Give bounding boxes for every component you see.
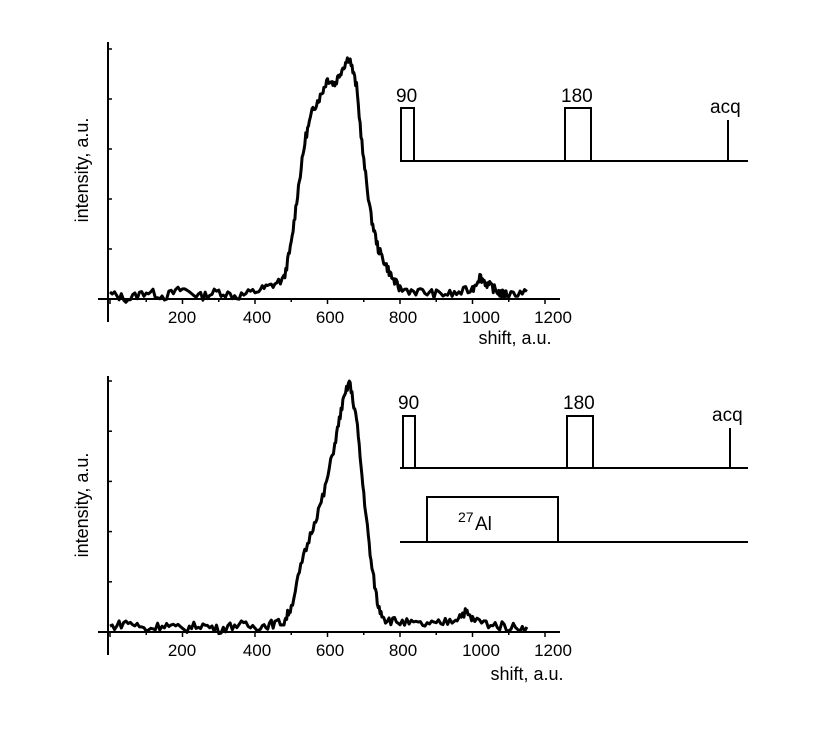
- top-y-axis-title: intensity, a.u.: [72, 118, 92, 223]
- bottom-pulse-90: [402, 415, 416, 469]
- bottom-tick-label: 1000: [462, 641, 500, 660]
- bottom-label-90: 90: [398, 393, 419, 414]
- top-x-axis-title: shift, a.u.: [478, 328, 551, 348]
- decoupling-label-element: Al: [475, 514, 492, 535]
- top-x-ticks: [108, 48, 546, 304]
- top-tick-label: 1200: [534, 308, 572, 327]
- top-tick-label: 1000: [462, 308, 500, 327]
- bottom-y-axis-title: intensity, a.u.: [72, 453, 92, 558]
- bottom-series-line: [109, 379, 529, 636]
- top-pulse-90: [400, 107, 415, 162]
- top-tick-label: 200: [168, 308, 196, 327]
- bottom-x-ticks: [108, 380, 546, 637]
- bottom-tick-label: 1200: [534, 641, 572, 660]
- bottom-panel: 200 400 600 800 1000 1200 shift, a.u. in…: [72, 376, 748, 684]
- bottom-pulse-180: [566, 415, 594, 469]
- top-pulse-180: [564, 107, 592, 162]
- bottom-tick-label: 400: [243, 641, 271, 660]
- top-x-tick-labels: 200 400 600 800 1000 1200: [168, 308, 572, 327]
- top-tick-label: 800: [389, 308, 417, 327]
- decoupling-pulse: [426, 496, 559, 543]
- bottom-label-180: 180: [563, 393, 595, 414]
- bottom-tick-label: 200: [168, 641, 196, 660]
- top-panel: 200 400 600 800 1000 1200 shift, a.u. in…: [72, 42, 748, 348]
- top-label-180: 180: [561, 86, 593, 107]
- bottom-x-tick-labels: 200 400 600 800 1000 1200: [168, 641, 572, 660]
- bottom-label-acq: acq: [712, 405, 743, 426]
- bottom-x-axis-title: shift, a.u.: [490, 664, 563, 684]
- decoupling-label-mass: 27: [458, 509, 474, 525]
- top-tick-label: 600: [316, 308, 344, 327]
- top-pulse-sequence: 90 180 acq: [396, 86, 748, 162]
- bottom-tick-label: 600: [316, 641, 344, 660]
- top-series-line: [109, 56, 528, 304]
- bottom-pulse-sequence: 90 180 acq 27 Al: [398, 393, 748, 543]
- top-label-90: 90: [396, 86, 417, 107]
- bottom-tick-label: 800: [389, 641, 417, 660]
- top-tick-label: 400: [243, 308, 271, 327]
- top-label-acq: acq: [710, 97, 741, 118]
